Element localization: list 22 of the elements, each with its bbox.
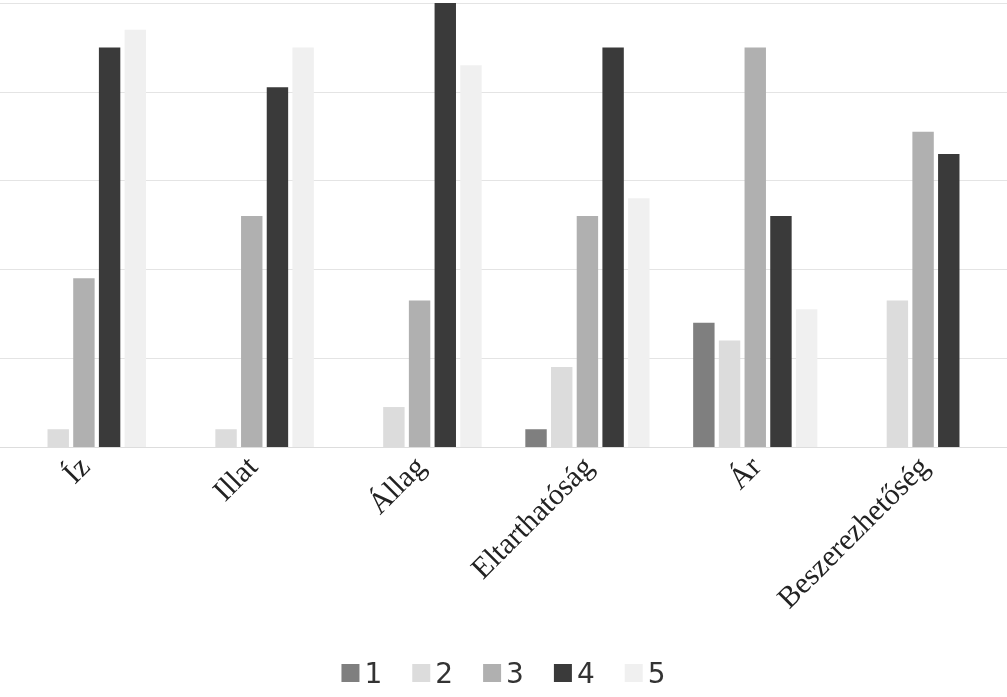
bar <box>73 278 95 447</box>
bar <box>938 153 960 447</box>
x-tick-label: Illat <box>205 448 264 507</box>
bar <box>434 3 456 447</box>
legend-label: 2 <box>435 656 454 690</box>
bar <box>98 47 121 447</box>
bar <box>770 216 792 447</box>
legend-label: 4 <box>576 656 595 690</box>
x-tick-label: Ár <box>721 449 767 496</box>
bar <box>602 47 624 447</box>
bar <box>912 131 934 447</box>
legend-label: 5 <box>647 656 666 690</box>
bar <box>408 300 431 447</box>
legend-label: 3 <box>506 656 524 690</box>
bar <box>693 322 715 447</box>
bar <box>525 429 547 447</box>
bar <box>576 216 599 447</box>
bar <box>266 87 289 447</box>
x-tick-label: Íz <box>55 449 96 490</box>
legend-label: 1 <box>364 656 383 690</box>
bar <box>241 216 263 447</box>
bar <box>744 47 766 447</box>
